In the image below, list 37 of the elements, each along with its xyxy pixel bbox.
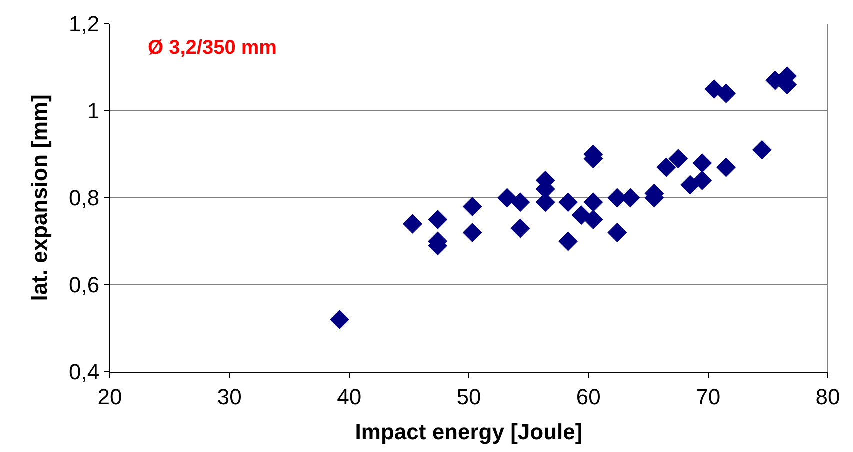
y-tick-label: 0,4	[69, 360, 100, 385]
point	[716, 84, 736, 104]
y-tick-label: 1	[87, 98, 100, 124]
point	[692, 153, 712, 173]
annotation: Ø 3,2/350 mm	[148, 37, 277, 59]
x-tick-label: 20	[98, 384, 122, 410]
point	[716, 158, 736, 178]
x-tick-label: 80	[816, 384, 840, 410]
x-tick-label: 50	[456, 384, 482, 410]
point	[330, 310, 350, 330]
point	[584, 192, 604, 212]
x-axis-title: Impact energy [Joule]	[355, 419, 583, 444]
y-tick-label: 0,8	[69, 186, 100, 211]
point	[462, 196, 482, 216]
x-tick-label: 40	[337, 384, 362, 410]
x-tick-label: 70	[696, 384, 721, 410]
point	[608, 223, 628, 243]
y-tick-label: 0,6	[69, 272, 100, 298]
point	[498, 188, 518, 208]
point	[462, 223, 482, 243]
y-tick-label: 1,2	[69, 12, 100, 37]
point	[558, 232, 578, 252]
point	[428, 210, 448, 230]
point	[704, 80, 724, 99]
point	[558, 192, 578, 212]
point	[680, 175, 700, 195]
x-tick-label: 60	[576, 384, 601, 410]
point	[668, 149, 688, 169]
y-axis-title: lat. expansion [mm]	[26, 94, 52, 302]
point	[403, 214, 423, 234]
x-tick-label: 30	[217, 384, 242, 410]
point	[510, 218, 530, 238]
point	[692, 170, 712, 190]
point	[656, 158, 676, 178]
point	[584, 210, 604, 230]
point	[752, 140, 772, 160]
point	[510, 192, 530, 212]
